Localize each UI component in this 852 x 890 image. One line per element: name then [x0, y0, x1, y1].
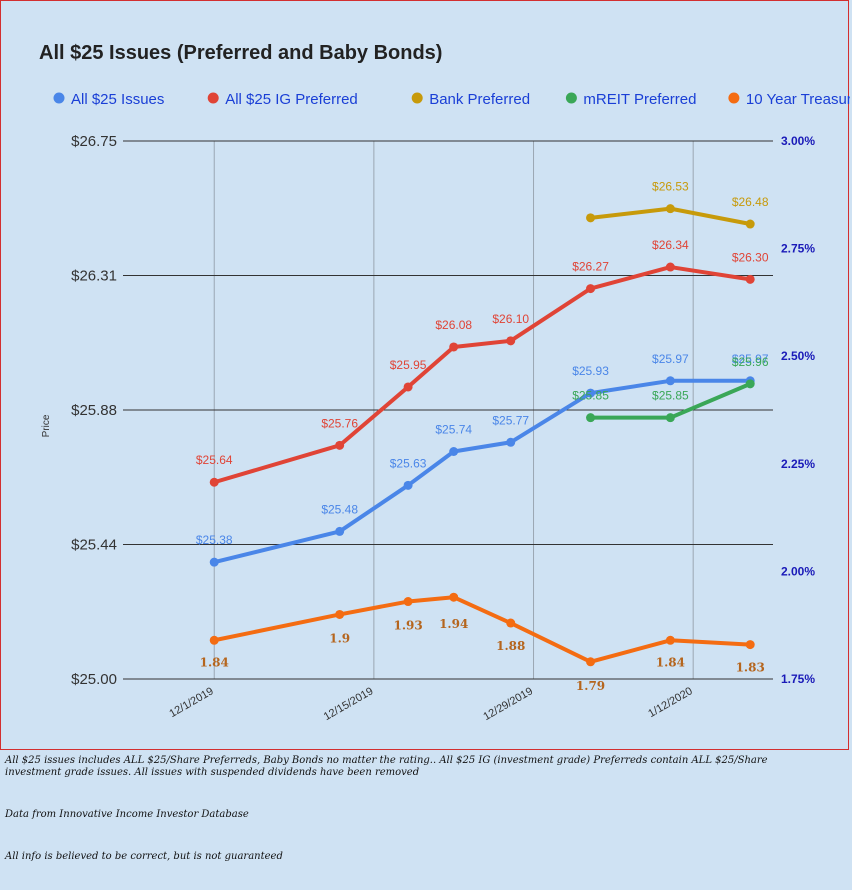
data-point: [586, 413, 596, 423]
data-point: [449, 592, 459, 602]
data-label: $25.38: [196, 533, 233, 547]
data-label: 1.79: [576, 679, 605, 693]
data-label: 1.93: [393, 619, 422, 633]
y-tick-left: $26.75: [71, 133, 117, 150]
series-line: [212, 265, 753, 485]
data-label: $25.48: [321, 502, 358, 516]
data-point: [745, 379, 755, 389]
data-label: $26.10: [492, 312, 529, 326]
data-point: [586, 213, 596, 223]
data-point: [745, 274, 755, 284]
data-label: $25.85: [572, 389, 609, 403]
chart-svg: All $25 Issues (Preferred and Baby Bonds…: [39, 42, 850, 723]
y-tick-right: 3.00%: [781, 134, 815, 148]
legend-label: 10 Year Treasury: [746, 91, 850, 108]
data-label: $25.96: [732, 355, 769, 369]
data-point: [665, 413, 675, 423]
data-label: 1.9: [329, 631, 350, 645]
data-point: [403, 597, 413, 607]
data-point: [586, 284, 596, 294]
y-tick-left: $25.88: [71, 402, 117, 419]
data-label: $25.97: [732, 352, 769, 366]
data-point: [745, 640, 755, 650]
y-tick-left: $26.31: [71, 268, 117, 285]
data-label: $25.76: [321, 416, 358, 430]
legend-label: mREIT Preferred: [583, 91, 696, 108]
data-point: [335, 609, 345, 619]
data-point: [586, 388, 596, 398]
data-point: [209, 477, 219, 487]
legend-marker: [207, 92, 219, 104]
data-label: $26.34: [652, 238, 689, 252]
legend-marker: [728, 92, 740, 104]
y-tick-right: 2.00%: [781, 564, 815, 578]
data-label: $25.77: [492, 413, 529, 427]
data-point: [665, 262, 675, 272]
x-tick-label: 12/15/2019: [322, 685, 376, 723]
notes-disclaimer: All info is believed to be correct, but …: [5, 851, 283, 862]
data-point: [335, 440, 345, 450]
y-tick-right: 2.75%: [781, 242, 815, 256]
legend-label: All $25 Issues: [71, 91, 164, 108]
notes-source: Data from Innovative Income Investor Dat…: [5, 809, 249, 820]
data-point: [506, 437, 516, 447]
data-label: $26.27: [572, 260, 609, 274]
data-point: [506, 336, 516, 346]
notes-definition: All $25 issues includes ALL $25/Share Pr…: [5, 755, 768, 779]
data-label: 1.88: [496, 639, 525, 653]
data-label: $26.08: [435, 318, 472, 332]
data-point: [335, 526, 345, 536]
data-label: $25.74: [435, 423, 472, 437]
data-label: $25.97: [652, 352, 689, 366]
data-label: $25.95: [390, 358, 427, 372]
data-point: [745, 219, 755, 229]
legend-label: Bank Preferred: [429, 91, 530, 108]
x-tick-label: 12/29/2019: [481, 685, 535, 723]
data-label: 1.94: [439, 617, 468, 631]
data-label: $25.93: [572, 364, 609, 378]
data-label: 1.83: [736, 661, 765, 675]
legend: All $25 Issues All $25 IG Preferred Bank P…: [53, 91, 850, 108]
data-label: $25.64: [196, 453, 233, 467]
data-point: [586, 657, 596, 667]
data-label: $26.48: [732, 195, 769, 209]
legend-marker: [53, 92, 65, 104]
legend-label: All $25 IG Preferred: [225, 91, 358, 108]
data-point: [665, 204, 675, 214]
data-point: [665, 635, 675, 645]
data-label: 1.84: [656, 655, 685, 669]
x-tick-label: 12/1/2019: [167, 685, 215, 720]
y-tick-right: 2.25%: [781, 457, 815, 471]
y-tick-right: 2.50%: [781, 349, 815, 363]
data-point: [506, 618, 516, 628]
legend-marker: [565, 92, 577, 104]
y-tick-right: 1.75%: [781, 672, 815, 686]
series-layer: [209, 204, 755, 667]
data-point: [665, 376, 675, 386]
notes-line-2: investment grade issues. All issues with…: [5, 767, 420, 778]
y-tick-left: $25.00: [71, 671, 117, 688]
series-line: [212, 595, 753, 664]
notes-line-1: All $25 issues includes ALL $25/Share Pr…: [5, 755, 768, 766]
x-tick-label: 1/12/2020: [646, 685, 694, 720]
chart-frame: All $25 Issues (Preferred and Baby Bonds…: [0, 0, 850, 750]
y-tick-left: $25.44: [71, 537, 117, 554]
data-label: $26.30: [732, 250, 769, 264]
y-axis-label: Price: [41, 414, 52, 437]
chart-title: All $25 Issues (Preferred and Baby Bonds…: [39, 42, 442, 64]
data-label: 1.84: [200, 655, 229, 669]
data-point: [209, 557, 219, 567]
data-point: [449, 447, 459, 457]
data-label: $25.63: [390, 456, 427, 470]
data-label: $26.53: [652, 180, 689, 194]
data-point: [209, 635, 219, 645]
grid: [123, 140, 773, 680]
series-line: [212, 378, 753, 565]
data-point: [449, 342, 459, 352]
data-label: $25.85: [652, 389, 689, 403]
labels-layer: $25.38 $25.48 $25.63 $25.74 $25.77 $25.93 $25.…: [196, 180, 769, 693]
legend-marker: [411, 92, 423, 104]
data-point: [403, 480, 413, 490]
data-point: [403, 382, 413, 392]
